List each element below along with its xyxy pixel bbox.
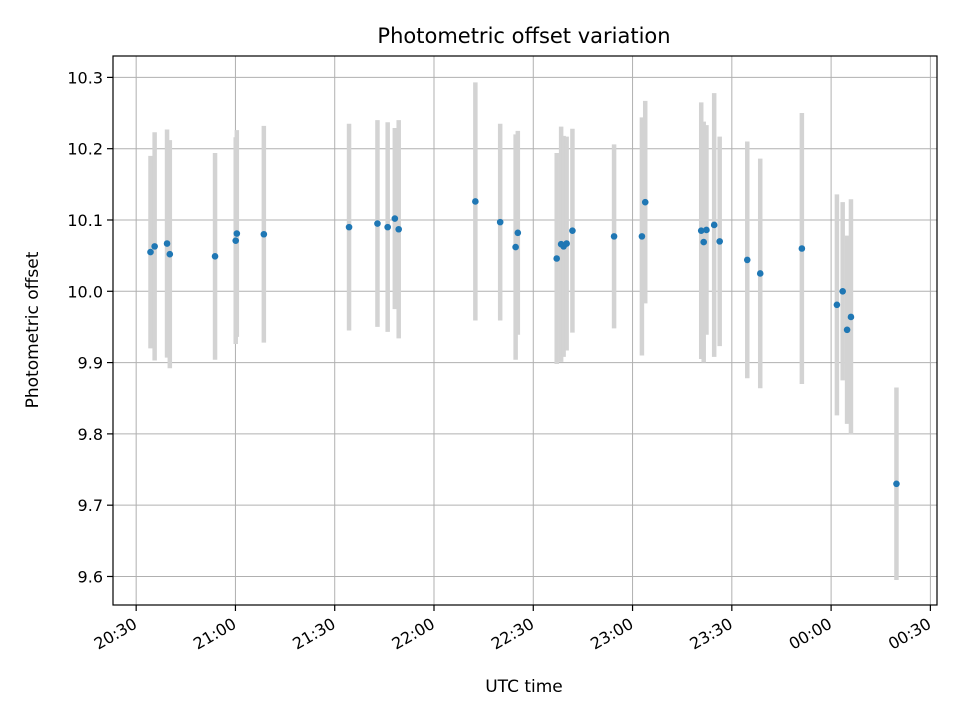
x-tick-label: 21:00 [190,614,239,654]
x-axis-label: UTC time [485,677,563,697]
data-point [151,243,158,250]
x-tick-label: 22:30 [488,614,537,654]
data-point [472,198,479,205]
y-tick-label: 10.1 [67,211,103,230]
y-tick-label: 9.7 [78,496,103,515]
x-tick-label: 00:00 [786,614,835,654]
chart-title: Photometric offset variation [377,24,670,48]
data-point [147,248,154,256]
data-point [839,287,846,295]
x-tick-label: 21:30 [289,614,338,654]
data-point [847,313,855,321]
data-point [563,240,570,247]
y-tick-label: 9.9 [78,354,103,373]
data-point [833,301,841,309]
data-point [716,238,723,245]
data-point [395,225,402,233]
y-tick-label: 9.8 [78,425,103,444]
data-point [345,223,353,231]
data-point [512,243,519,251]
data-point [697,227,705,234]
y-tick-label: 10.3 [67,68,103,87]
y-axis-ticks: 9.6 9.7 9.8 9.9 10.0 10.1 10.2 10.3 [67,68,113,586]
y-tick-label: 9.6 [78,567,103,586]
data-point [843,326,851,334]
data-point [374,220,381,227]
data-point [569,227,576,234]
data-point [710,221,718,229]
data-point [233,230,241,237]
data-point [384,223,391,231]
data-point [211,253,219,260]
x-tick-label: 00:30 [885,614,934,654]
x-tick-label: 22:00 [389,614,438,654]
data-point [610,233,618,240]
y-axis-label: Photometric offset [23,251,43,408]
data-point [163,240,171,247]
x-tick-label: 23:00 [587,614,636,654]
data-point [166,250,174,258]
data-point [391,215,399,222]
data-point [496,218,504,226]
data-point [514,229,522,237]
x-tick-label: 20:30 [91,614,140,654]
data-point [798,245,806,252]
data-point [638,233,646,240]
data-point [553,255,561,262]
plot-frame [112,55,938,606]
data-point [260,230,268,238]
data-point [703,226,710,234]
data-point [232,237,240,244]
y-tick-label: 10.2 [67,140,103,159]
data-point [641,198,649,206]
data-point [893,480,900,488]
x-axis-ticks: 20:30 21:00 21:30 22:00 22:30 23:00 23:30 00:00… [91,605,934,654]
data-point [700,238,707,246]
data-point [756,270,764,277]
y-tick-label: 10.0 [67,282,103,301]
x-tick-label: 23:30 [686,614,735,654]
data-points [147,198,900,488]
data-point [743,256,751,264]
